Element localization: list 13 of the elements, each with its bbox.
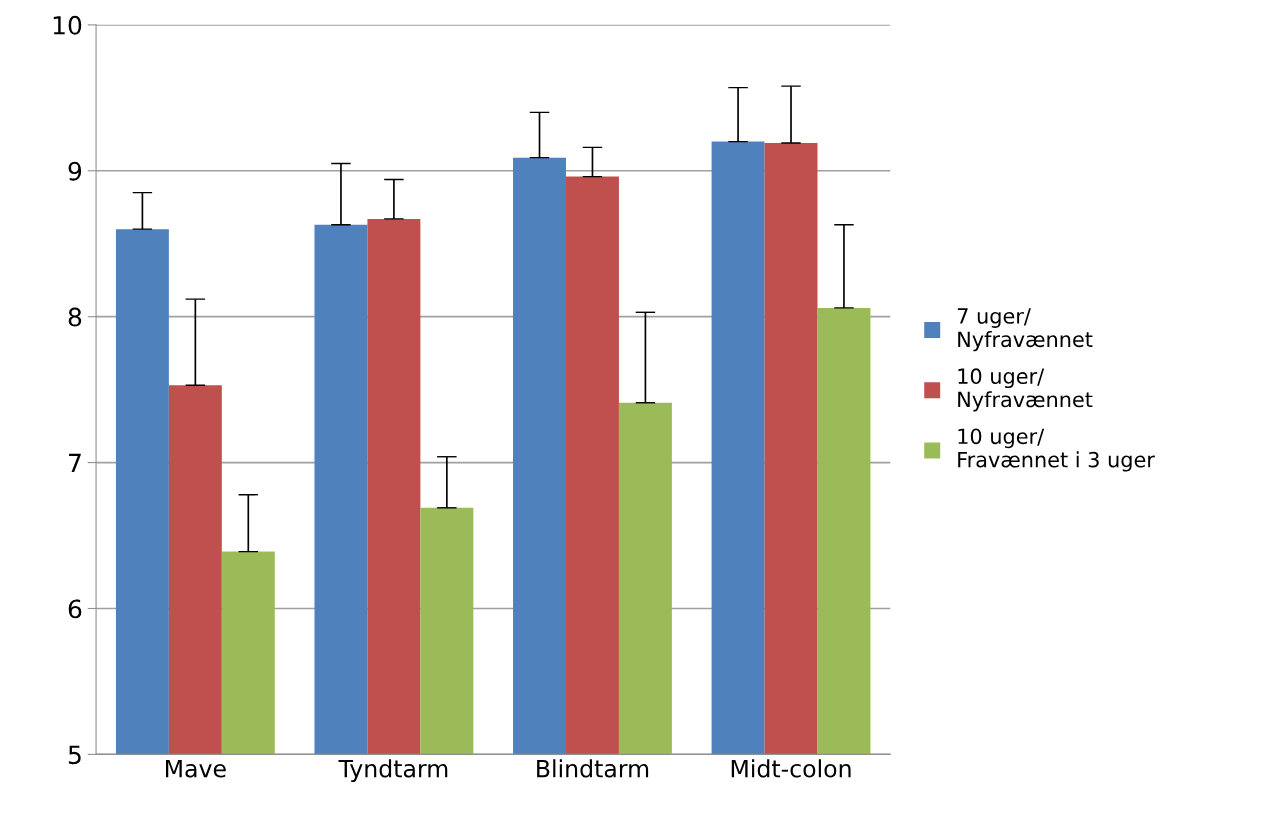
x-tick-label: Midt-colon — [731, 759, 851, 778]
y-tick-label: 5 — [68, 745, 81, 765]
y-tick-label: 10 — [53, 15, 82, 35]
x-tick-label: Tyndtarm — [338, 759, 448, 783]
y-tick-label: 9 — [68, 161, 82, 181]
legend-label: 10 uger/ Nyfravænnet — [958, 368, 1093, 412]
y-tick-label: 8 — [68, 307, 82, 327]
x-tick-label: Blindtarm — [537, 759, 649, 778]
legend-label: 7 uger/ Nyfravænnet — [957, 308, 1093, 352]
x-tick-label: Mave — [166, 759, 226, 778]
y-tick-label: 6 — [68, 599, 82, 619]
y-tick-label: 7 — [69, 453, 81, 473]
legend-label: 10 uger/ Fravænnet i 3 uger — [958, 428, 1155, 472]
